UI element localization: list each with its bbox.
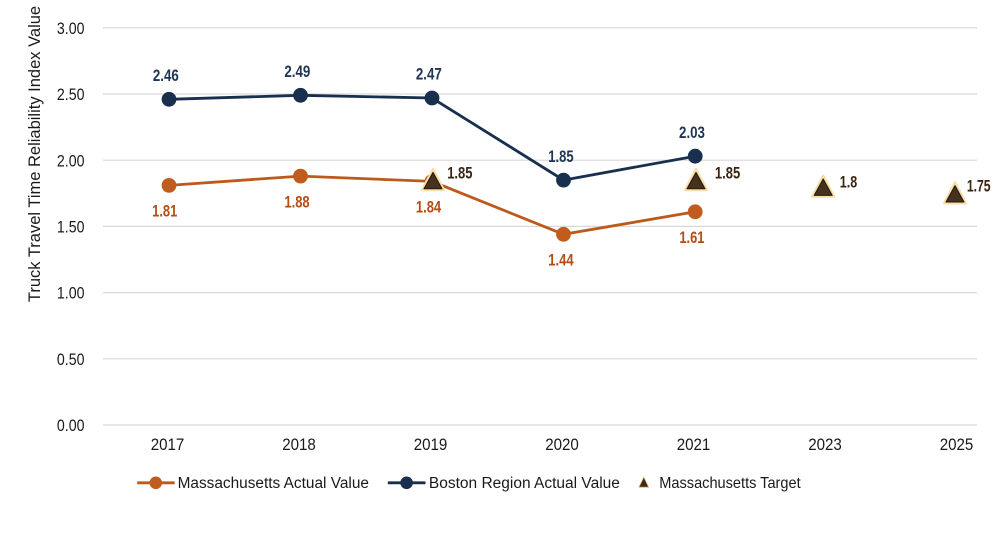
svg-text:2.47: 2.47	[416, 65, 442, 84]
svg-text:2.00: 2.00	[57, 152, 85, 170]
svg-text:1.44: 1.44	[548, 251, 574, 270]
svg-text:2017: 2017	[151, 436, 185, 454]
svg-text:2.50: 2.50	[57, 86, 85, 104]
svg-text:0.50: 0.50	[57, 351, 85, 369]
svg-text:2019: 2019	[414, 436, 448, 454]
svg-text:3.00: 3.00	[57, 20, 85, 38]
svg-text:1.85: 1.85	[548, 147, 573, 166]
svg-text:1.61: 1.61	[679, 228, 704, 247]
svg-text:2018: 2018	[282, 436, 316, 454]
svg-text:1.8: 1.8	[840, 174, 857, 192]
svg-text:Boston Region Actual Value: Boston Region Actual Value	[429, 475, 620, 492]
svg-text:1.50: 1.50	[57, 218, 85, 236]
svg-text:2021: 2021	[677, 436, 711, 454]
svg-text:2020: 2020	[545, 436, 579, 454]
svg-text:Truck Travel Time Reliability: Truck Travel Time Reliability Index Valu…	[26, 6, 44, 302]
svg-text:1.00: 1.00	[57, 285, 85, 303]
svg-text:2.49: 2.49	[284, 63, 310, 82]
svg-text:1.85: 1.85	[447, 164, 472, 183]
svg-text:1.84: 1.84	[416, 198, 442, 217]
svg-text:Massachusetts Target: Massachusetts Target	[659, 475, 801, 493]
svg-text:1.75: 1.75	[967, 178, 991, 196]
svg-text:0.00: 0.00	[57, 417, 85, 435]
svg-text:1.88: 1.88	[284, 193, 309, 212]
svg-text:1.85: 1.85	[715, 164, 740, 183]
svg-text:1.81: 1.81	[152, 202, 177, 221]
svg-text:2025: 2025	[940, 436, 974, 454]
svg-text:2.46: 2.46	[153, 67, 179, 86]
svg-text:2023: 2023	[808, 436, 842, 454]
svg-text:2.03: 2.03	[679, 123, 705, 142]
svg-text:Massachusetts Actual Value: Massachusetts Actual Value	[178, 475, 369, 492]
